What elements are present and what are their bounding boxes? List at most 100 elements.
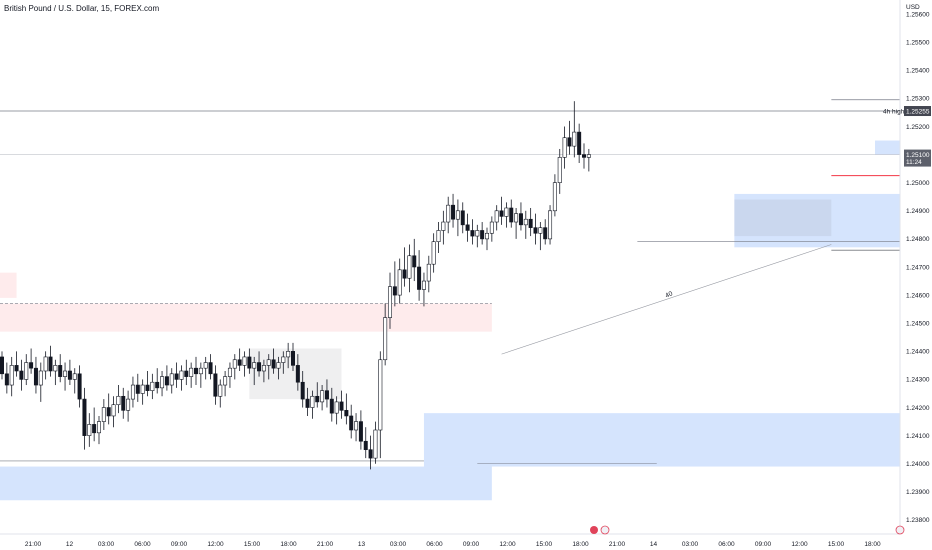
price-tick-label: 1.23800 — [906, 517, 930, 524]
candle-body — [431, 241, 436, 265]
candle-body — [538, 227, 543, 234]
last-price-tag — [904, 149, 931, 167]
candle-body — [184, 370, 189, 377]
time-tick-label: 06:00 — [426, 541, 443, 548]
candle-body — [295, 365, 300, 383]
trend-annotation: 40 — [664, 290, 674, 300]
time-tick-label: 12:00 — [791, 541, 808, 548]
time-tick-label: 06:00 — [718, 541, 735, 548]
candle-body — [58, 365, 63, 377]
candle-body — [247, 356, 252, 369]
price-tick-label: 1.24600 — [906, 292, 930, 299]
us-flag-icon — [600, 525, 610, 535]
candle-body — [198, 367, 203, 375]
candle-body — [533, 227, 538, 234]
price-tick-label: 1.25500 — [906, 39, 930, 46]
candle-body — [349, 415, 354, 431]
candle-body — [383, 317, 388, 361]
time-tick-label: 12:00 — [499, 541, 516, 548]
candle-body — [324, 390, 329, 400]
price-tick-label: 1.24400 — [906, 349, 930, 356]
time-tick-label: 03:00 — [682, 541, 699, 548]
price-tick-label: 1.25400 — [906, 68, 930, 75]
candle-body — [470, 230, 475, 237]
candle-body — [441, 221, 446, 231]
candle-body — [514, 213, 519, 223]
candle-body — [528, 218, 533, 228]
time-tick-label: 13 — [358, 541, 366, 548]
candle-body — [421, 280, 426, 290]
time-tick-label: 21:00 — [317, 541, 334, 548]
candle-body — [281, 356, 286, 363]
time-tick-label: 09:00 — [463, 541, 480, 548]
candle-body — [373, 429, 378, 459]
candle-body — [577, 131, 582, 155]
trend-line — [501, 244, 832, 355]
candle-body — [14, 365, 19, 372]
candle-body — [19, 370, 24, 380]
candle-body — [290, 351, 295, 366]
candle-body — [121, 395, 126, 411]
candle-body — [451, 204, 456, 220]
candle-body — [101, 407, 106, 422]
candle-body — [455, 210, 460, 220]
candle-body — [218, 384, 223, 397]
candle-body — [402, 269, 407, 279]
candle-body — [392, 286, 397, 296]
candle-body — [82, 398, 87, 436]
zones-layer — [0, 140, 900, 501]
candle-body — [300, 381, 305, 400]
candle-body — [266, 359, 271, 366]
candle-body — [475, 230, 480, 237]
candle-body — [24, 362, 29, 380]
currency-label: USD — [906, 4, 920, 11]
candle-body — [518, 213, 523, 226]
candle-body — [33, 367, 38, 386]
demand-zone-4 — [734, 193, 900, 248]
price-tick-label: 1.23900 — [906, 489, 930, 496]
supply-zone-1 — [0, 272, 17, 298]
candle-body — [586, 154, 591, 158]
demand-zone-5 — [875, 140, 900, 155]
chart-title: British Pound / U.S. Dollar, 15, FOREX.c… — [4, 4, 160, 13]
candle-body — [135, 384, 140, 394]
candle-body — [354, 421, 359, 431]
time-tick-label: 14 — [650, 541, 658, 548]
candle-body — [72, 373, 77, 380]
candle-body — [339, 401, 344, 411]
candle-body — [38, 370, 43, 386]
candle-body — [407, 255, 412, 279]
candle-body — [489, 221, 494, 234]
time-tick-label: 18:00 — [280, 541, 297, 548]
candle-body — [203, 362, 208, 369]
time-tick-label: 12:00 — [207, 541, 224, 548]
candle-body — [63, 370, 68, 377]
candle-body — [252, 362, 257, 369]
candle-body — [499, 210, 504, 217]
candle-body — [67, 370, 72, 380]
candle-body — [232, 359, 237, 369]
candle-body — [548, 210, 553, 240]
candle-body — [242, 356, 247, 366]
candle-body — [305, 398, 310, 408]
supply-zone-0 — [0, 303, 492, 332]
price-tick-label: 1.24500 — [906, 321, 930, 328]
price-tick-label: 1.24800 — [906, 236, 930, 243]
high-value-tag — [904, 106, 931, 117]
candle-body — [9, 365, 14, 386]
demand-zone-2 — [0, 466, 492, 501]
candle-body — [53, 365, 58, 372]
price-tick-label: 1.24300 — [906, 377, 930, 384]
candle-body — [494, 210, 499, 223]
us-flag-icon — [895, 525, 905, 535]
time-tick-label: 12 — [66, 541, 74, 548]
candle-body — [150, 381, 155, 391]
countdown-label: 11:24 — [906, 159, 922, 166]
candle-body — [334, 401, 339, 414]
candle-body — [237, 359, 242, 366]
candle-body — [77, 373, 82, 400]
candle-body — [557, 157, 562, 183]
